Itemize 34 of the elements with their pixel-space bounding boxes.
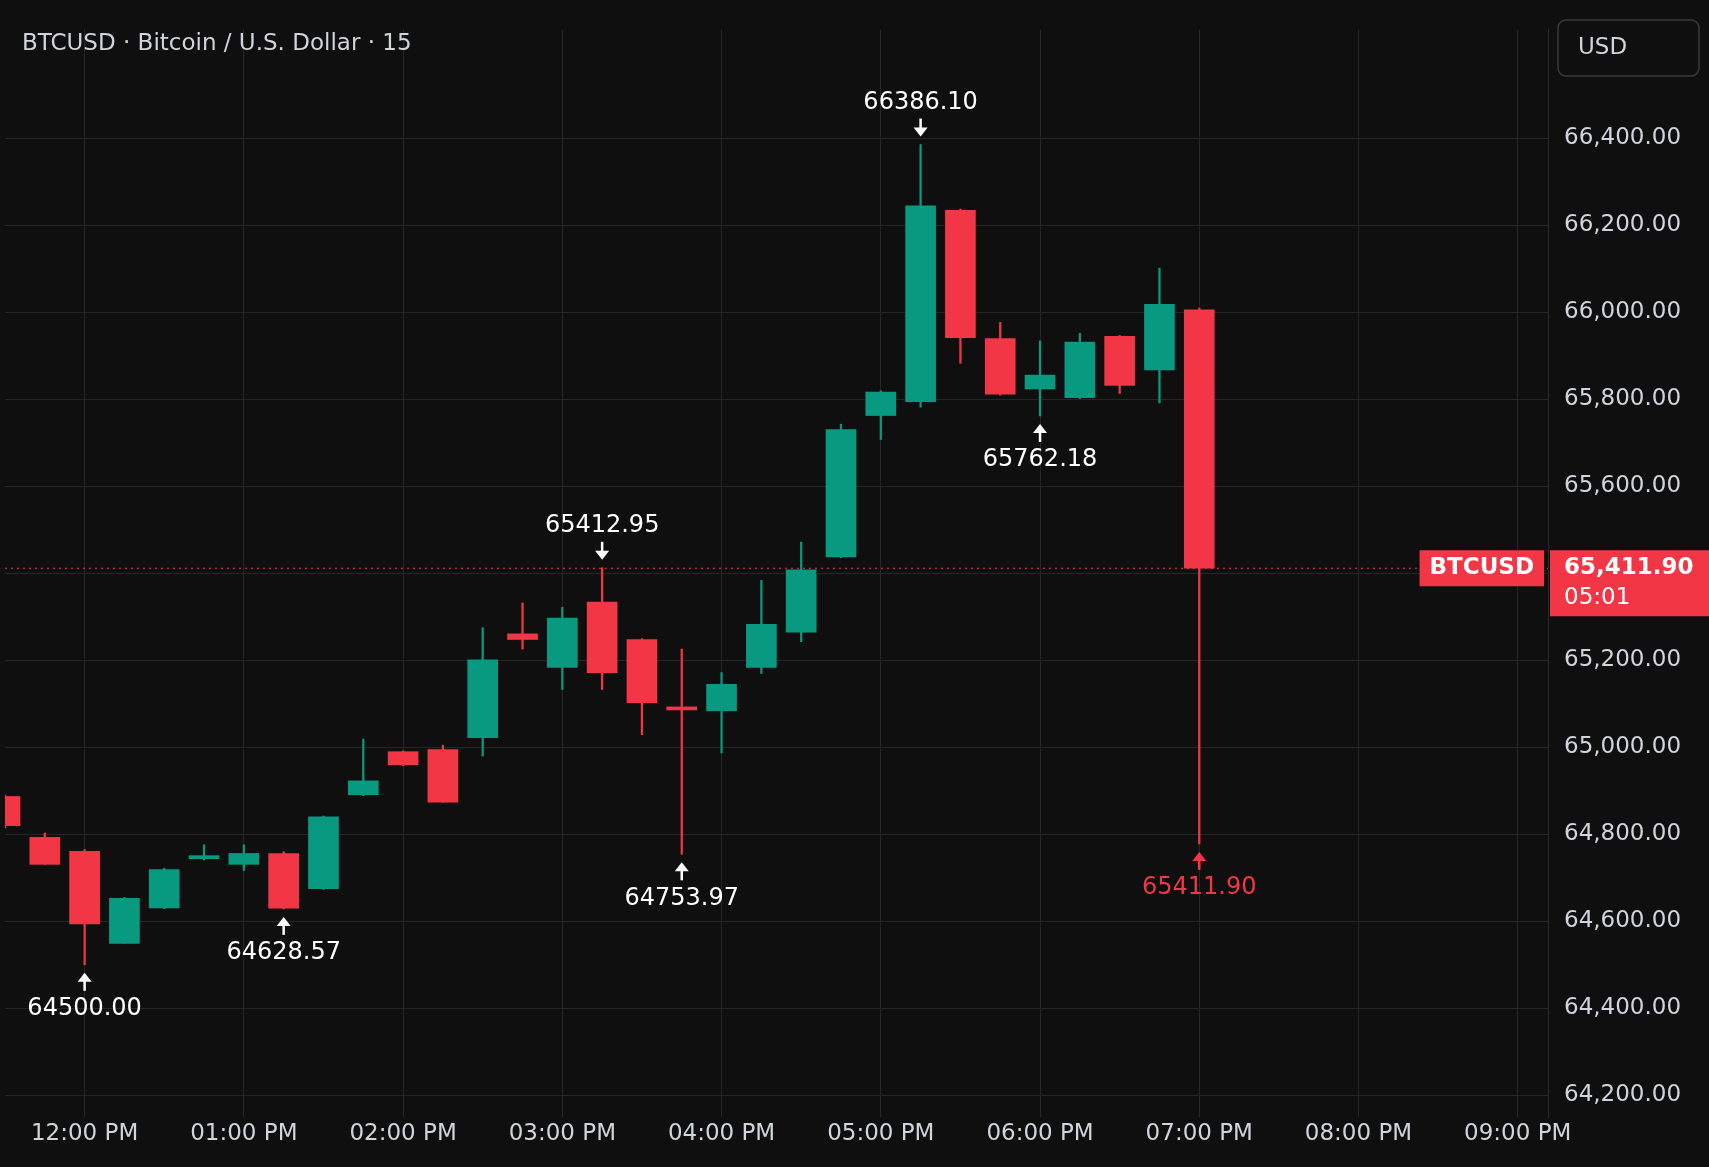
x-tick-label: 08:00 PM (1304, 1118, 1413, 1145)
x-tick-label: 02:00 PM (349, 1118, 457, 1145)
annotation: 65412.95 (544, 510, 660, 538)
y-tick-label: 65,200.00 (1564, 645, 1682, 672)
y-tick-label: 64,200.00 (1564, 1080, 1682, 1107)
y-axis-title: USD (1578, 32, 1628, 59)
candlestick (507, 602, 538, 650)
y-tick-label: 64,400.00 (1564, 993, 1682, 1020)
annotation: 64500.00 (27, 993, 142, 1022)
y-tick-label: 64,800.00 (1564, 819, 1682, 846)
y-tick-label: 66,000.00 (1564, 297, 1682, 324)
y-tick-label: 66,200.00 (1564, 210, 1682, 237)
text: 05:01 (1564, 583, 1631, 610)
y-tick-label: 65,600.00 (1564, 471, 1682, 498)
x-tick-label: 03:00 PM (508, 1118, 616, 1145)
annotation: 65411.90 (1142, 872, 1257, 901)
text: 65,411.90 (1564, 553, 1694, 580)
ref-line-label: BTCUSD (1429, 553, 1535, 580)
x-tick-label: 04:00 PM (667, 1118, 776, 1145)
annotation: 65762.18 (982, 444, 1098, 473)
annotation: 64753.97 (624, 882, 740, 911)
y-tick-label: 64,600.00 (1564, 906, 1682, 933)
x-tick-label: 01:00 PM (190, 1118, 298, 1145)
annotation: 64628.57 (226, 937, 341, 966)
chart-title: BTCUSD · Bitcoin / U.S. Dollar · 15 (22, 28, 412, 55)
x-tick-label: 12:00 PM (30, 1118, 139, 1145)
x-tick-label: 07:00 PM (1145, 1118, 1253, 1145)
y-tick-label: 66,400.00 (1564, 123, 1682, 150)
x-tick-label: 09:00 PM (1464, 1118, 1572, 1145)
x-tick-label: 05:00 PM (827, 1118, 935, 1145)
y-tick-label: 65,000.00 (1564, 732, 1682, 759)
annotation: 66386.10 (863, 86, 978, 115)
x-tick-label: 06:00 PM (986, 1118, 1094, 1145)
y-tick-label: 65,800.00 (1564, 384, 1682, 411)
